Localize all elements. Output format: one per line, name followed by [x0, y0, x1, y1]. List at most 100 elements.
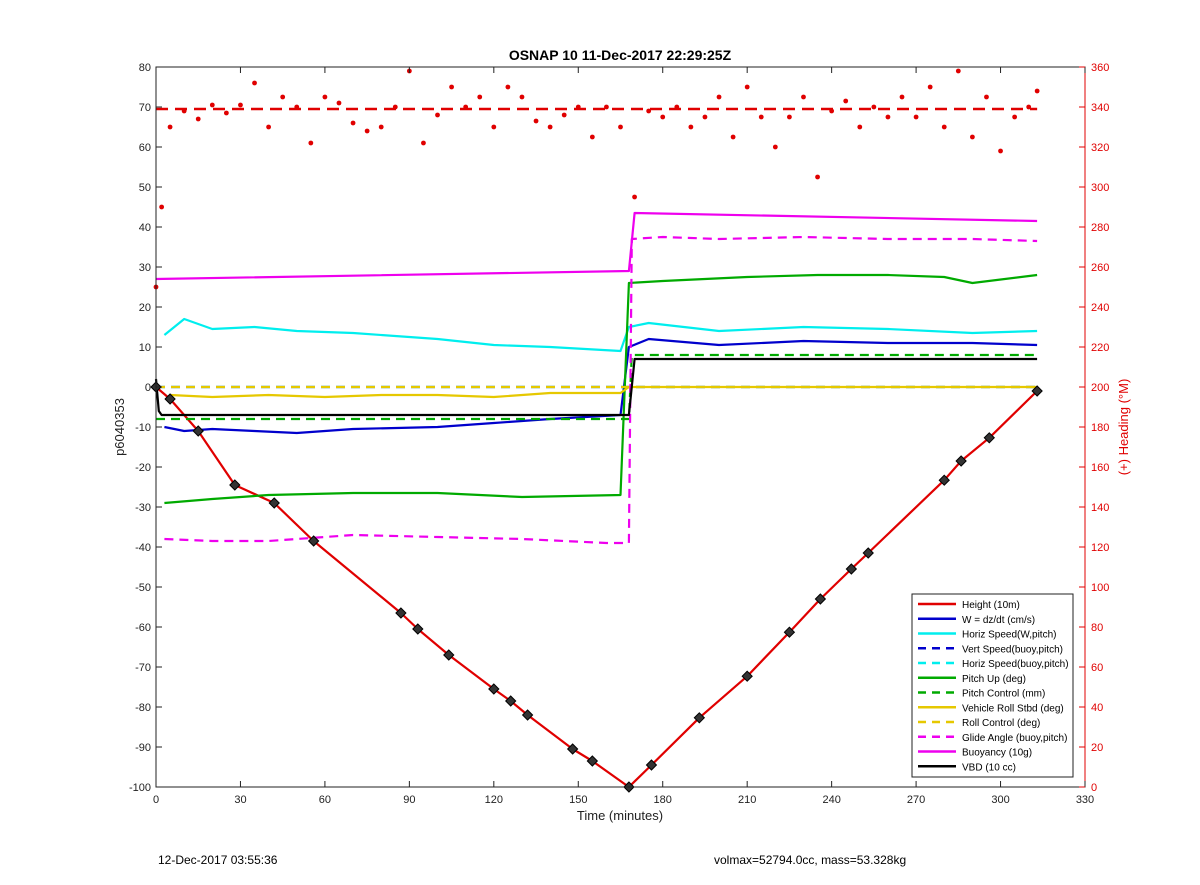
- height-marker: [814, 593, 827, 605]
- legend-box: [911, 593, 1074, 778]
- heading-point: [1012, 114, 1018, 120]
- legend-label: Horiz Speed(W,pitch): [962, 630, 1056, 641]
- heading-point: [758, 114, 764, 120]
- y2-tick-label: 180: [1091, 422, 1109, 434]
- heading-point: [843, 98, 849, 104]
- heading-point: [969, 134, 975, 140]
- height-marker: [229, 479, 241, 491]
- heading-point: [744, 84, 750, 90]
- height-marker: [268, 497, 280, 509]
- y-tick-label: 60: [139, 142, 151, 154]
- y2-tick-label: 340: [1091, 102, 1109, 114]
- y-axis-label: p6040353: [112, 398, 127, 456]
- legend-label: Pitch Control (mm): [962, 689, 1045, 700]
- heading-point: [223, 110, 229, 116]
- heading-point: [604, 104, 609, 110]
- heading-point: [294, 104, 300, 110]
- legend-label: Pitch Up (deg): [962, 674, 1026, 685]
- legend-label: Glide Angle (buoy,pitch): [962, 733, 1067, 744]
- height-marker: [521, 709, 534, 721]
- y2-tick-label: 360: [1091, 62, 1109, 74]
- heading-point: [927, 84, 933, 90]
- height-marker: [566, 743, 579, 755]
- y2-tick-label: 300: [1091, 182, 1109, 194]
- heading-point: [871, 104, 877, 110]
- heading-point: [463, 104, 469, 110]
- heading-point: [632, 194, 637, 200]
- y2-tick-label: 240: [1091, 302, 1109, 314]
- heading-point: [660, 114, 666, 120]
- heading-point: [561, 112, 567, 118]
- y-tick-label: -20: [135, 462, 151, 474]
- x-tick-label: 90: [403, 794, 415, 806]
- heading-point: [266, 124, 272, 130]
- y-tick-label: -50: [135, 582, 151, 594]
- height-marker: [845, 563, 858, 575]
- heading-point: [159, 204, 165, 210]
- y2-tick-label: 120: [1091, 542, 1109, 554]
- heading-point: [688, 124, 694, 130]
- legend-label: Vehicle Roll Stbd (deg): [962, 703, 1064, 714]
- heading-point: [252, 80, 257, 86]
- heading-point: [899, 94, 905, 100]
- x-tick-label: 0: [153, 794, 159, 806]
- height-marker: [586, 755, 599, 767]
- heading-point: [336, 100, 342, 106]
- y2-tick-label: 100: [1091, 582, 1109, 594]
- height-marker: [693, 712, 706, 724]
- heading-point: [421, 140, 426, 146]
- y2-tick-label: 280: [1091, 222, 1109, 234]
- y-tick-label: 50: [139, 182, 151, 194]
- y-tick-label: -30: [135, 502, 151, 514]
- heading-point: [238, 102, 243, 108]
- legend-label: Buoyancy (10g): [962, 748, 1032, 759]
- series-line-2: [163, 317, 1038, 353]
- footer-summary: volmax=52794.0cc, mass=53.328kg: [714, 853, 907, 867]
- heading-layer: [153, 68, 1040, 290]
- x-tick-label: 180: [654, 794, 672, 806]
- x-tick-label: 30: [234, 794, 246, 806]
- x-axis-label: Time (minutes): [577, 808, 663, 823]
- y-tick-label: 0: [145, 382, 151, 394]
- series-layer: [150, 211, 1043, 793]
- legend-label: Roll Control (deg): [962, 718, 1040, 729]
- heading-point: [435, 112, 440, 118]
- x-tick-label: 60: [319, 794, 331, 806]
- y2-tick-label: 0: [1091, 782, 1097, 794]
- heading-point: [1034, 88, 1040, 94]
- heading-point: [364, 128, 370, 134]
- heading-point: [801, 94, 806, 100]
- heading-point: [195, 116, 201, 122]
- series-line-6: [156, 353, 1038, 421]
- heading-point: [533, 118, 539, 124]
- heading-point: [350, 120, 356, 126]
- height-marker: [1031, 385, 1043, 397]
- y-tick-label: 40: [139, 222, 151, 234]
- y2-tick-label: 20: [1091, 742, 1103, 754]
- heading-point: [575, 104, 581, 110]
- height-marker: [505, 695, 517, 707]
- legend-label: Vert Speed(buoy,pitch): [962, 644, 1063, 655]
- heading-point: [815, 174, 820, 180]
- height-marker: [164, 393, 176, 405]
- series-line-11: [154, 357, 1038, 417]
- legend: Height (10m) W = dz/dt (cm/s) Horiz Speed(…: [911, 593, 1074, 778]
- y2-tick-label: 80: [1091, 622, 1103, 634]
- height-marker: [741, 670, 753, 682]
- y2-tick-label: 60: [1091, 662, 1103, 674]
- heading-point: [646, 108, 652, 114]
- series-line-9: [164, 235, 1038, 545]
- y2-axis-label: (+) Heading (°M): [1116, 379, 1131, 476]
- y-tick-label: -60: [135, 622, 151, 634]
- y-tick-label: -80: [135, 702, 151, 714]
- y-tick-label: 20: [139, 302, 151, 314]
- y-tick-label: -100: [129, 782, 151, 794]
- heading-point: [378, 124, 384, 130]
- y-tick-label: 80: [139, 62, 151, 74]
- heading-point: [955, 68, 961, 74]
- heading-point: [618, 124, 623, 130]
- heading-point: [857, 124, 863, 130]
- heading-point: [730, 134, 736, 140]
- x-tick-label: 270: [907, 794, 925, 806]
